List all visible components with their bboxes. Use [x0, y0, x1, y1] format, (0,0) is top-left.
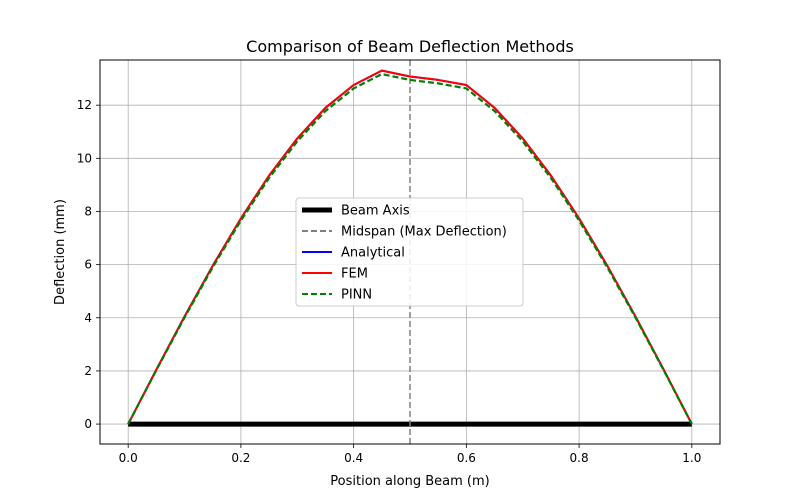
- y-axis-ticks: 0 2 4 6 8 10 12: [77, 98, 100, 431]
- legend-label: Beam Axis: [341, 204, 410, 219]
- y-tick-label: 10: [77, 151, 92, 165]
- x-tick-label: 0.8: [570, 451, 589, 465]
- y-tick-label: 4: [84, 311, 92, 325]
- x-tick-label: 0.4: [344, 451, 363, 465]
- chart-title: Comparison of Beam Deflection Methods: [246, 37, 574, 56]
- y-tick-label: 2: [84, 364, 92, 378]
- y-tick-label: 12: [77, 98, 92, 112]
- legend: Beam Axis Midspan (Max Deflection) Analyti…: [295, 197, 524, 307]
- legend-label: Midspan (Max Deflection): [341, 225, 507, 240]
- plot-frame: [99, 59, 721, 445]
- y-tick-label: 0: [84, 417, 92, 431]
- x-tick-label: 1.0: [682, 451, 701, 465]
- legend-box: [295, 197, 524, 307]
- y-tick-label: 8: [84, 204, 92, 218]
- x-tick-label: 0.2: [231, 451, 250, 465]
- legend-label: PINN: [341, 288, 372, 303]
- x-tick-label: 0.0: [119, 451, 138, 465]
- legend-label: FEM: [341, 267, 368, 282]
- y-axis-label: Deflection (mm): [53, 199, 68, 305]
- x-axis-label: Position along Beam (m): [330, 474, 489, 489]
- y-tick-label: 6: [84, 258, 92, 272]
- legend-label: Analytical: [341, 246, 405, 261]
- series-lines: [127, 69, 693, 425]
- x-tick-label: 0.6: [457, 451, 476, 465]
- x-axis-ticks: 0.0 0.2 0.4 0.6 0.8 1.0: [119, 444, 701, 465]
